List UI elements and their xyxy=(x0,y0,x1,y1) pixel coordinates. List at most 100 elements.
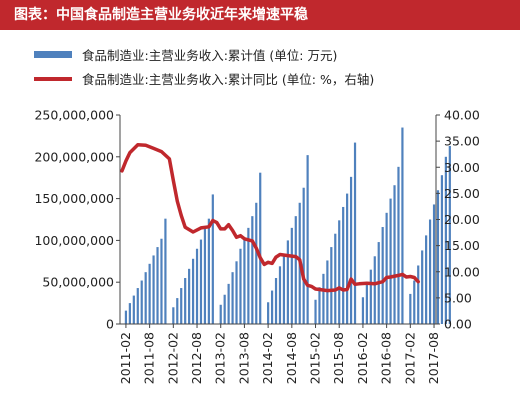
bar xyxy=(195,248,199,324)
bar xyxy=(365,283,368,324)
bar xyxy=(176,298,179,324)
x-tick-label: 2013-08 xyxy=(236,332,251,384)
y-right-tick-label: 5.00 xyxy=(444,290,472,305)
x-tick-label: 2014-08 xyxy=(284,332,299,384)
bar xyxy=(369,269,372,324)
bar xyxy=(330,247,333,324)
bar xyxy=(428,219,432,324)
bar xyxy=(199,239,203,324)
bar xyxy=(397,166,400,324)
bar xyxy=(156,247,159,324)
legend-label-line: 食品制造业:主营业务收入:累计同比 (单位: %，右轴) xyxy=(82,72,374,87)
x-tick-label: 2017-02 xyxy=(402,332,417,384)
bar xyxy=(338,220,341,324)
y-right-tick-label: 10.00 xyxy=(444,264,480,279)
y-left-tick-label: 50,000,000 xyxy=(42,275,114,290)
x-tick-label: 2014-02 xyxy=(260,332,275,384)
chart: 食品制造业:主营业务收入:累计值 (单位: 万元) 食品制造业:主营业务收入:累… xyxy=(34,48,480,384)
bar xyxy=(389,198,392,324)
bar xyxy=(353,142,357,324)
bar xyxy=(239,248,242,324)
y-axis-left-ticks: 0 50,000,000 100,000,000 150,000,000 200,000… xyxy=(34,108,120,332)
bar xyxy=(278,266,282,324)
bar xyxy=(207,218,210,324)
x-tick-label: 2017-08 xyxy=(426,332,441,384)
bar xyxy=(188,268,191,324)
bar xyxy=(393,185,396,324)
y-right-tick-label: 35.00 xyxy=(444,134,480,149)
bar xyxy=(251,216,254,324)
y-left-tick-label: 150,000,000 xyxy=(34,191,114,206)
bar xyxy=(267,302,270,324)
y-right-tick-label: 40.00 xyxy=(444,108,480,123)
bar xyxy=(349,176,353,324)
bar xyxy=(413,280,416,324)
bar xyxy=(172,307,175,324)
x-tick-label: 2013-02 xyxy=(213,332,228,384)
bar xyxy=(436,190,440,324)
y-right-tick-label: 15.00 xyxy=(444,238,480,253)
x-tick-label: 2015-02 xyxy=(308,332,323,384)
bar xyxy=(448,145,451,324)
bar xyxy=(385,212,388,324)
y-right-tick-label: 30.00 xyxy=(444,160,480,175)
bar xyxy=(373,256,376,324)
x-tick-label: 2011-08 xyxy=(142,332,157,384)
bar xyxy=(140,280,143,324)
chart-title: 图表：中国食品制造主营业务收近年来增速平稳 xyxy=(14,7,308,23)
bar xyxy=(409,293,412,324)
line-series xyxy=(120,143,420,293)
bar xyxy=(417,265,420,324)
bar xyxy=(286,240,289,324)
bar xyxy=(231,272,234,324)
x-tick-label: 2012-08 xyxy=(189,332,204,384)
bar xyxy=(318,287,321,324)
bar xyxy=(180,288,183,324)
bar xyxy=(219,304,222,324)
bar xyxy=(235,261,238,324)
bar xyxy=(152,255,155,324)
bar xyxy=(294,216,297,324)
y-right-tick-label: 25.00 xyxy=(444,186,480,201)
x-tick-label: 2016-08 xyxy=(379,332,394,384)
bar xyxy=(334,233,337,324)
bar xyxy=(302,187,305,324)
x-axis-ticks: 2011-02 2011-08 2012-02 2012-08 2013-02 2013-… xyxy=(118,324,441,384)
bar xyxy=(160,238,163,324)
bar xyxy=(227,283,230,324)
bar xyxy=(306,155,309,324)
axes xyxy=(119,115,437,325)
bar xyxy=(322,273,325,324)
y-right-tick-label: 0.00 xyxy=(444,317,472,332)
bar xyxy=(425,235,428,324)
bar xyxy=(444,156,447,324)
legend: 食品制造业:主营业务收入:累计值 (单位: 万元) 食品制造业:主营业务收入:累… xyxy=(34,48,374,87)
bar xyxy=(136,288,139,324)
bar xyxy=(432,204,436,324)
bar xyxy=(164,218,167,324)
chart-title-bar: 图表：中国食品制造主营业务收近年来增速平稳 xyxy=(0,0,520,30)
x-tick-label: 2015-08 xyxy=(331,332,346,384)
growth-line xyxy=(120,143,420,293)
y-left-tick-label: 100,000,000 xyxy=(34,233,114,248)
bar xyxy=(124,310,128,324)
y-axis-right-ticks: 0.00 5.00 10.00 15.00 20.00 25.00 30.00 35.00 40… xyxy=(436,108,480,332)
y-left-tick-label: 250,000,000 xyxy=(34,108,114,123)
bar xyxy=(346,193,349,324)
bar xyxy=(290,227,293,324)
bar xyxy=(191,258,195,324)
bar xyxy=(128,303,131,324)
bar xyxy=(243,238,246,324)
bar-series xyxy=(124,127,451,324)
bar xyxy=(421,250,424,324)
bar xyxy=(144,272,147,324)
x-tick-label: 2016-02 xyxy=(355,332,370,384)
bar xyxy=(342,206,345,324)
bar xyxy=(274,278,278,324)
y-left-tick-label: 200,000,000 xyxy=(34,149,114,164)
y-left-tick-label: 0 xyxy=(106,317,114,332)
bar xyxy=(148,263,151,324)
bar xyxy=(440,175,444,324)
x-tick-label: 2012-02 xyxy=(165,332,180,384)
bar xyxy=(184,278,187,324)
